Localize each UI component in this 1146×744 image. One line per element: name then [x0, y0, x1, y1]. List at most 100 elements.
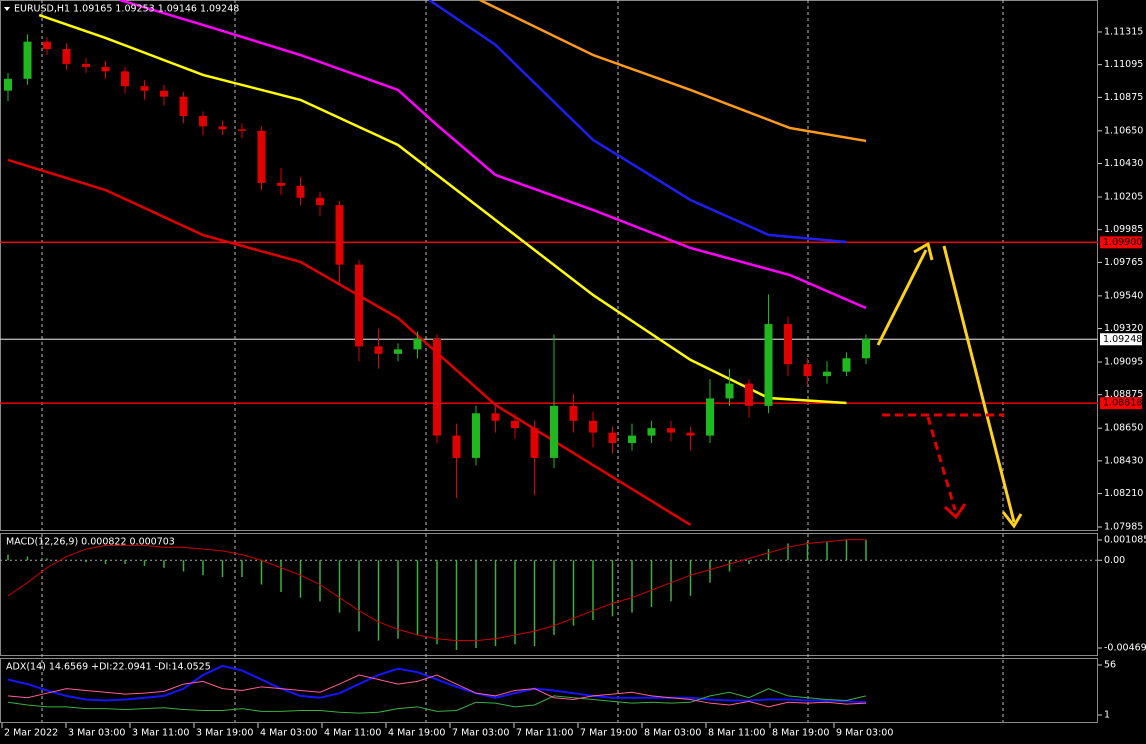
y-tick-label: 56	[1104, 660, 1116, 671]
moving-average	[7, 158, 692, 527]
x-tick-label: 4 Mar 03:00	[260, 728, 317, 739]
y-tick-label: 1.11095	[1104, 59, 1143, 70]
signal-line	[7, 539, 866, 642]
candle-body	[43, 41, 51, 50]
candle-body	[628, 435, 636, 444]
y-tick-label: 1.09765	[1104, 257, 1143, 268]
candle-body	[160, 90, 168, 97]
x-tick-label: 8 Mar 03:00	[644, 728, 701, 739]
x-tick-label: 2 Mar 2022	[4, 728, 58, 739]
x-tick-label: 9 Mar 03:00	[836, 728, 893, 739]
candle-body	[355, 264, 363, 347]
candle-body	[140, 86, 149, 91]
y-tick-label: 1.08430	[1104, 455, 1143, 466]
panel-frames	[0, 0, 1098, 723]
candle-body	[23, 41, 32, 79]
y-tick-label: 1.07985	[1104, 522, 1143, 533]
candle-body	[218, 126, 227, 130]
y-tick-label: 1.10650	[1104, 125, 1143, 136]
candle-body	[374, 346, 383, 354]
level-label: 1.09248	[1103, 334, 1142, 345]
adx-panel	[0, 658, 1098, 723]
y-tick-label: -0.004697	[1104, 642, 1146, 653]
moving-average	[428, 0, 847, 244]
level-label: 1.09900	[1103, 237, 1142, 248]
y-tick-label: 1.10875	[1104, 92, 1143, 103]
candle-body	[316, 197, 324, 206]
y-tick-label: 0.00	[1104, 555, 1125, 566]
level-label-box	[1100, 333, 1142, 346]
candle-body	[199, 115, 207, 127]
candle-body	[511, 420, 519, 429]
candle-body	[550, 405, 558, 458]
candle-body	[277, 182, 285, 186]
moving-average	[479, 0, 867, 143]
arrow-head	[943, 503, 967, 520]
y-tick-label: 0.001085	[1104, 535, 1146, 546]
arrow-down	[942, 245, 1016, 523]
level-label-box	[1100, 236, 1142, 249]
panel-title: MACD(12,26,9) 0.000822 0.000703	[6, 537, 175, 548]
candle-body	[257, 130, 266, 183]
candle-body	[82, 63, 90, 67]
forecast-arrows	[876, 241, 1023, 529]
candle-body	[433, 338, 441, 436]
candle-body	[686, 432, 695, 436]
candle-body	[62, 49, 71, 64]
y-tick-label: 1.09540	[1104, 290, 1143, 301]
indicator-line	[7, 664, 867, 704]
arrow-up	[876, 249, 928, 346]
candle-body	[394, 349, 402, 354]
candle-body	[4, 78, 12, 91]
candle-body	[784, 324, 792, 365]
x-tick-label: 3 Mar 11:00	[132, 728, 189, 739]
x-tick-label: 7 Mar 19:00	[580, 728, 637, 739]
candle-body	[530, 428, 539, 458]
candle-body	[472, 413, 480, 458]
arrow-head	[913, 241, 934, 261]
x-tick-label: 7 Mar 03:00	[452, 728, 509, 739]
candle-body	[667, 428, 675, 433]
x-tick-label: 8 Mar 11:00	[708, 728, 765, 739]
panel-title: EURUSD,H1 1.09165 1.09253 1.09146 1.0924…	[14, 4, 239, 15]
x-tick-label: 3 Mar 19:00	[196, 728, 253, 739]
menu-icon[interactable]	[4, 7, 10, 11]
y-tick-label: 1.08210	[1104, 488, 1143, 499]
candle-body	[569, 405, 578, 421]
candle-body	[101, 66, 110, 72]
candle-body	[335, 205, 344, 265]
candle-body	[823, 371, 831, 377]
x-tick-label: 4 Mar 19:00	[388, 728, 445, 739]
y-tick-label: 1.09320	[1104, 323, 1143, 334]
candle-body	[745, 383, 753, 406]
main-panel	[0, 0, 1098, 531]
candle-body	[647, 428, 656, 436]
y-tick-label: 1.09095	[1104, 357, 1143, 368]
indicator-line	[7, 688, 867, 714]
panel-title: ADX(14) 14.6569 +DI:22.0941 -DI:14.0525	[6, 662, 211, 673]
dashed-arrow	[926, 416, 957, 511]
y-tick-label: 1.10430	[1104, 158, 1143, 169]
y-tick-label: 1.09985	[1104, 224, 1143, 235]
candle-body	[121, 71, 129, 87]
y-tick-label: 1.08650	[1104, 423, 1143, 434]
candle-body	[238, 129, 246, 131]
y-tick-label: 1.10205	[1104, 191, 1143, 202]
candle-body	[179, 96, 188, 116]
candle-body	[413, 338, 422, 350]
candle-body	[725, 383, 734, 399]
y-tick-label: 1	[1104, 710, 1110, 721]
candle-body	[452, 435, 461, 458]
arrow-head	[1001, 511, 1023, 529]
macd-panel	[0, 533, 1098, 656]
indicator-line	[7, 674, 867, 708]
candle-body	[706, 398, 714, 436]
moving-average	[119, 0, 867, 310]
candle-body	[842, 358, 851, 372]
x-tick-label: 7 Mar 11:00	[516, 728, 573, 739]
candle-body	[296, 185, 305, 198]
candle-body	[862, 338, 870, 359]
level-label: 1.08818	[1103, 398, 1142, 409]
